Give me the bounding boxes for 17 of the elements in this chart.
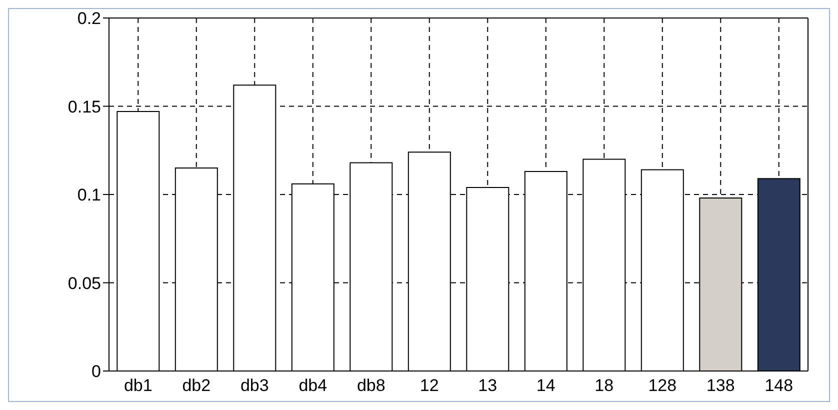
- x-tick-label: 138: [706, 376, 735, 396]
- x-tick-label: 148: [764, 376, 794, 396]
- x-tick-label: 18: [594, 376, 614, 396]
- y-tick-label: 0.05: [68, 274, 101, 293]
- x-tick-label: db2: [182, 376, 211, 396]
- x-tick-label: 13: [478, 376, 498, 396]
- y-tick-label: 0: [92, 362, 101, 382]
- y-tick-label: 0.1: [77, 186, 101, 205]
- x-tick-label: db8: [356, 376, 386, 396]
- x-tick-label: 14: [536, 376, 556, 396]
- x-tick-label: 128: [648, 376, 677, 396]
- y-tick-label: 0.2: [77, 9, 101, 28]
- x-tick-label: db1: [124, 376, 152, 396]
- x-tick-label: 12: [420, 376, 439, 396]
- x-tick-label: db3: [240, 376, 269, 396]
- y-tick-label: 0.15: [68, 97, 101, 116]
- x-tick-label: db4: [298, 376, 328, 396]
